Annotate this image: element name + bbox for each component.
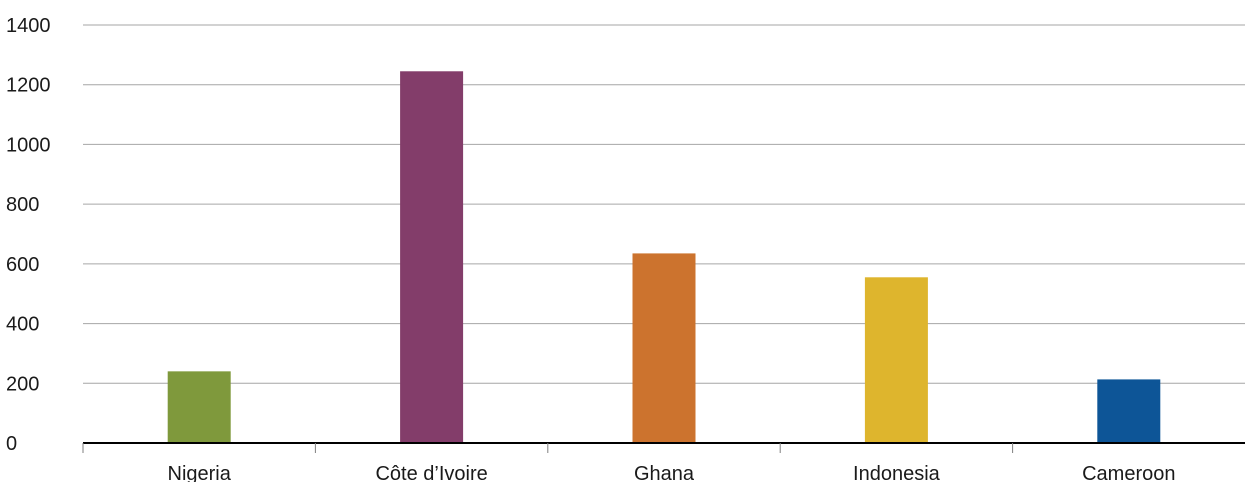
y-tick-label: 200 [6, 373, 39, 395]
y-tick-label: 400 [6, 314, 39, 336]
y-tick-label: 800 [6, 194, 39, 216]
bar-indonesia [864, 277, 928, 443]
y-tick-label: 1200 [6, 75, 51, 97]
x-tick-label: Cameroon [1082, 463, 1175, 482]
bar-ghana [632, 253, 696, 443]
x-tick-label: Indonesia [853, 463, 941, 482]
y-tick-label: 1000 [6, 134, 51, 156]
bar-c-te-d-ivoire [400, 71, 464, 444]
y-tick-label: 600 [6, 254, 39, 276]
y-tick-label: 1400 [6, 15, 51, 37]
bar-cameroon [1097, 379, 1161, 443]
x-tick-label: Nigeria [168, 463, 232, 482]
x-tick-label: Côte d’Ivoire [375, 463, 487, 482]
y-tick-label: 0 [6, 433, 17, 455]
x-tick-label: Ghana [634, 463, 695, 482]
bar-nigeria [167, 371, 231, 443]
